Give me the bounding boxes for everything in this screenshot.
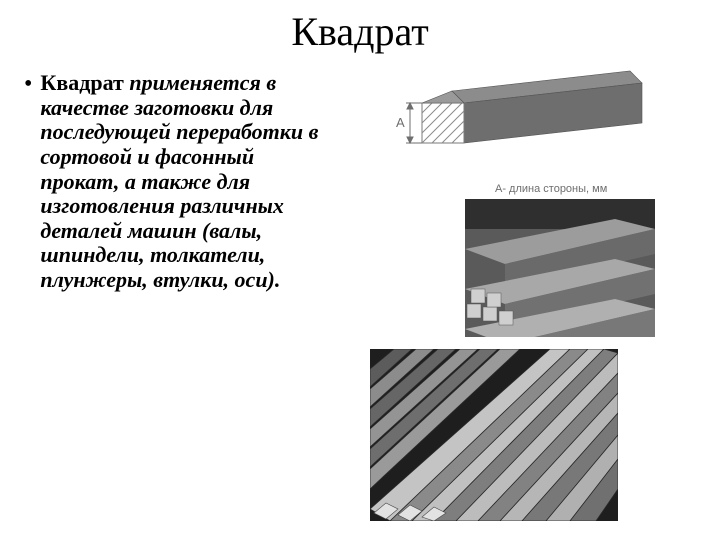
photo-bar-pile xyxy=(370,349,618,521)
photo-stacked-bars xyxy=(465,199,655,337)
diagram-caption: А- длина стороны, мм xyxy=(495,183,607,195)
dimension-label-a: A xyxy=(396,115,405,130)
paragraph: Квадрат применяется в качестве заготовки… xyxy=(40,71,320,293)
bullet-item: • Квадрат применяется в качестве заготов… xyxy=(46,71,320,293)
body-text: применяется в качестве заготовки для пос… xyxy=(40,70,318,292)
page-title: Квадрат xyxy=(0,0,720,61)
content-area: • Квадрат применяется в качестве заготов… xyxy=(0,61,720,531)
bullet-marker: • xyxy=(24,71,32,97)
text-column: • Квадрат применяется в качестве заготов… xyxy=(0,61,320,531)
lead-word: Квадрат xyxy=(40,70,123,95)
image-column: A А- длина стороны, мм xyxy=(320,61,700,531)
